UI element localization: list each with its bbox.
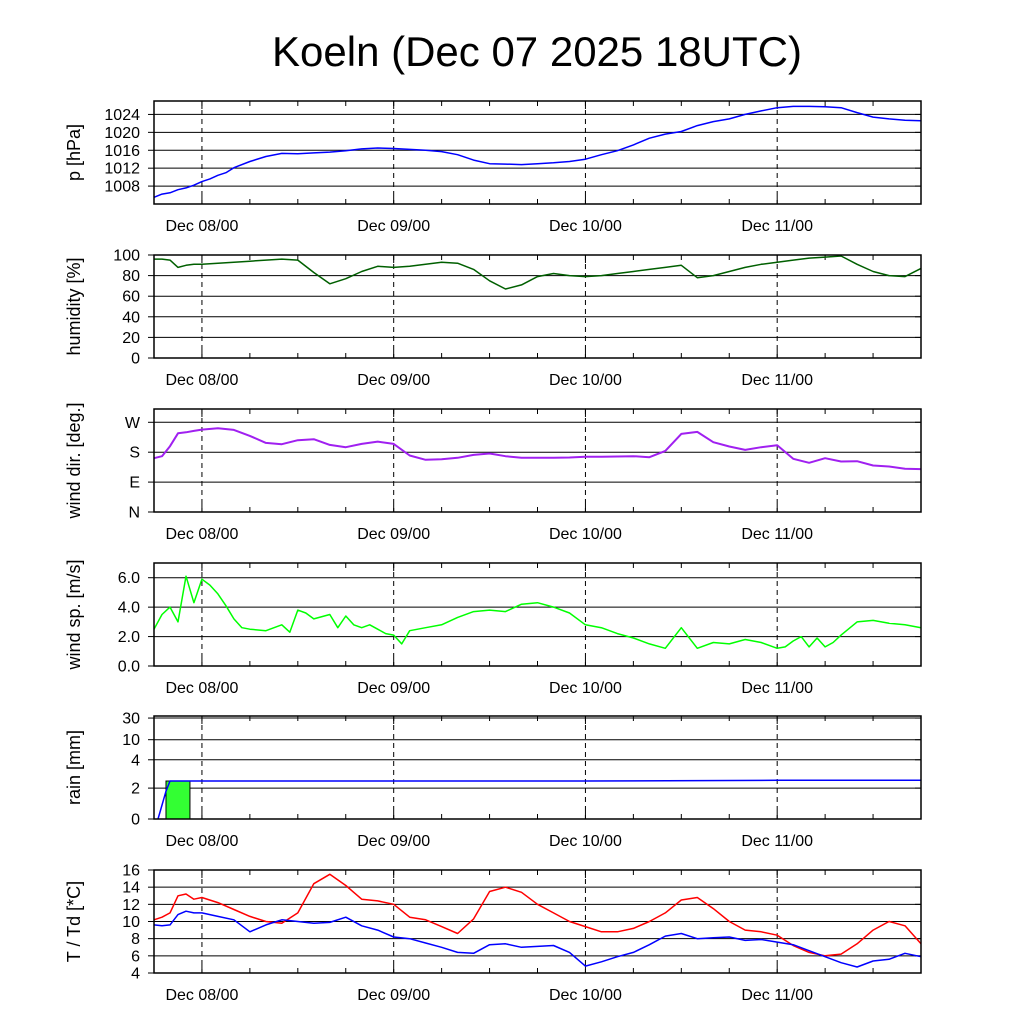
rain-ytick-label: 30 — [122, 711, 140, 728]
rain-ytick-label: 4 — [131, 752, 140, 769]
temperature-series-t — [153, 873, 922, 957]
pressure-ytick-label: 1016 — [104, 143, 140, 160]
wind_direction-ytick-label: N — [128, 505, 140, 522]
temperature-xtick-label: Dec 08/00 — [165, 987, 238, 1004]
humidity-ytick-label: 40 — [122, 309, 140, 326]
wind_direction-ytick-label: S — [129, 445, 140, 462]
rain-ytick-label: 0 — [131, 812, 140, 829]
pressure-ytick-label: 1012 — [104, 161, 140, 178]
pressure-frame — [153, 100, 922, 205]
wind_speed-ytick-label: 2.0 — [118, 629, 140, 646]
rain-xtick-label: Dec 10/00 — [549, 833, 622, 850]
temperature-axis-label: T / Td [*C] — [64, 881, 84, 962]
chart-title: Koeln (Dec 07 2025 18UTC) — [272, 28, 802, 75]
temperature-ytick-label: 4 — [131, 966, 140, 983]
temperature-xtick-label: Dec 09/00 — [357, 987, 430, 1004]
temperature-xtick-label: Dec 11/00 — [741, 987, 813, 1004]
wind_speed-ytick-label: 6.0 — [118, 570, 140, 587]
pressure-ytick-label: 1020 — [104, 125, 140, 142]
wind_direction-series-wind_direction — [153, 427, 922, 471]
humidity-ytick-label: 80 — [122, 268, 140, 285]
rain-xtick-label: Dec 09/00 — [357, 833, 430, 850]
wind_speed-xtick-label: Dec 09/00 — [357, 680, 430, 697]
temperature-ytick-label: 16 — [122, 863, 140, 880]
temperature-frame — [153, 869, 922, 974]
rain-axis-label: rain [mm] — [64, 730, 84, 805]
temperature-ytick-label: 8 — [131, 931, 140, 948]
rain-xtick-label: Dec 08/00 — [165, 833, 238, 850]
wind_direction-ytick-label: W — [125, 415, 141, 432]
pressure-xtick-label: Dec 11/00 — [741, 218, 813, 235]
temperature-ytick-label: 12 — [122, 897, 140, 914]
pressure-xtick-label: Dec 10/00 — [549, 218, 622, 235]
temperature-series-td — [153, 910, 922, 968]
wind_speed-xtick-label: Dec 11/00 — [741, 680, 813, 697]
humidity-xtick-label: Dec 09/00 — [357, 372, 430, 389]
rain-frame — [153, 715, 922, 820]
wind_direction-xtick-label: Dec 08/00 — [165, 526, 238, 543]
humidity-ytick-label: 60 — [122, 289, 140, 306]
wind_direction-xtick-label: Dec 11/00 — [741, 526, 813, 543]
humidity-xtick-label: Dec 10/00 — [549, 372, 622, 389]
rain-xtick-label: Dec 11/00 — [741, 833, 813, 850]
temperature-xtick-label: Dec 10/00 — [549, 987, 622, 1004]
wind_direction-ytick-label: E — [129, 475, 140, 492]
wind_speed-xtick-label: Dec 10/00 — [549, 680, 622, 697]
pressure-ytick-label: 1008 — [104, 179, 140, 196]
wind_direction-xtick-label: Dec 10/00 — [549, 526, 622, 543]
temperature-ytick-label: 6 — [131, 948, 140, 965]
wind_speed-xtick-label: Dec 08/00 — [165, 680, 238, 697]
humidity-frame — [153, 254, 922, 359]
humidity-ytick-label: 20 — [122, 330, 140, 347]
wind_speed-series-wind_speed — [153, 575, 922, 650]
pressure-xtick-label: Dec 09/00 — [357, 218, 430, 235]
rain-bar-0 — [165, 780, 191, 820]
wind_direction-xtick-label: Dec 09/00 — [357, 526, 430, 543]
humidity-ytick-label: 100 — [113, 248, 140, 265]
wind_direction-frame — [153, 408, 922, 513]
wind_speed-axis-label: wind sp. [m/s] — [64, 559, 84, 670]
wind_speed-ytick-label: 4.0 — [118, 600, 140, 617]
temperature-ytick-label: 14 — [122, 880, 140, 897]
humidity-series-humidity — [154, 255, 922, 290]
pressure-series-pressure — [153, 105, 922, 198]
temperature-ytick-label: 10 — [122, 914, 140, 931]
pressure-xtick-label: Dec 08/00 — [165, 218, 238, 235]
humidity-axis-label: humidity [%] — [64, 257, 84, 355]
wind_speed-frame — [153, 562, 922, 667]
rain-ytick-label: 2 — [131, 781, 140, 798]
humidity-xtick-label: Dec 11/00 — [741, 372, 813, 389]
humidity-ytick-label: 0 — [131, 351, 140, 368]
pressure-axis-label: p [hPa] — [64, 124, 84, 181]
wind_speed-ytick-label: 0.0 — [118, 659, 140, 676]
rain-ytick-label: 10 — [122, 732, 140, 749]
humidity-xtick-label: Dec 08/00 — [165, 372, 238, 389]
wind_direction-axis-label: wind dir. [deg.] — [64, 402, 84, 519]
rain-series-accumulated-rain — [157, 779, 921, 820]
pressure-ytick-label: 1024 — [104, 107, 140, 124]
